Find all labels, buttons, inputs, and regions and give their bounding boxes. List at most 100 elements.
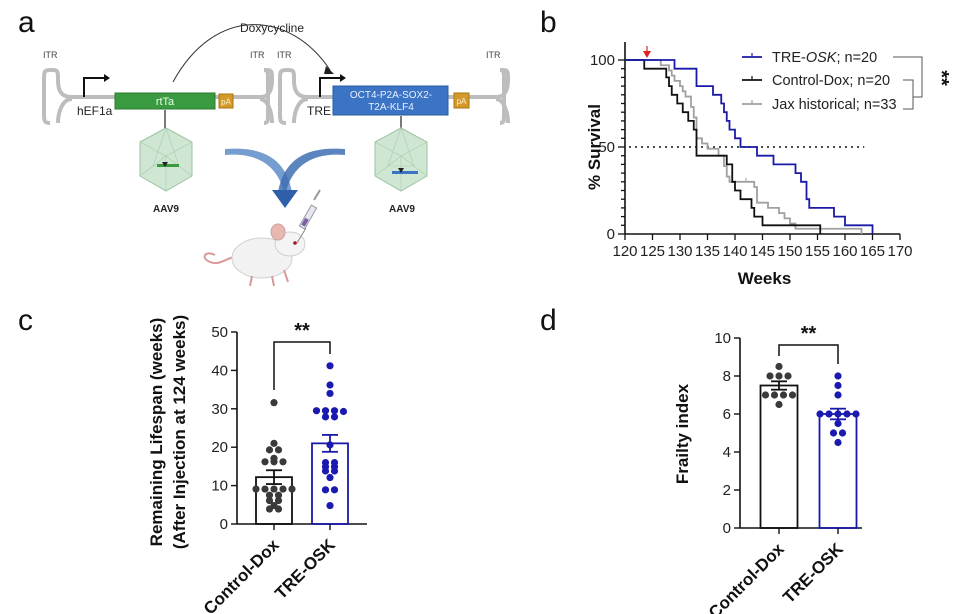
y-tick-label: 100 <box>590 52 615 69</box>
data-point <box>330 486 339 494</box>
legend-label-tre-osk: TRE-OSK; n=20 <box>772 50 877 66</box>
capsid-label-2: AAV9 <box>389 204 415 215</box>
data-point <box>829 429 838 437</box>
promoter-label-hef1a: hEF1a <box>77 104 113 118</box>
data-point <box>326 381 334 389</box>
gene-rtta <box>114 92 216 110</box>
data-point <box>265 491 274 499</box>
data-point <box>775 362 783 371</box>
significance-bracket-outer <box>893 56 923 98</box>
polya-box-2 <box>453 92 470 109</box>
itr-label-right-1: ITR <box>250 50 265 60</box>
data-point <box>779 391 788 399</box>
legend-label-jax-historical: Jax historical; n=33 <box>772 97 897 113</box>
polya-box-1 <box>218 93 234 109</box>
data-point <box>274 496 283 505</box>
y-tick-label: 0 <box>607 226 615 243</box>
data-point <box>312 407 321 415</box>
data-point <box>270 439 278 447</box>
y-tick-label: 6 <box>723 406 731 423</box>
itr-hairpins-2 <box>278 68 506 125</box>
data-point <box>321 458 330 467</box>
y-tick-label: 50 <box>211 324 228 341</box>
data-point <box>270 501 278 510</box>
significance-stars: ** <box>801 323 817 345</box>
legend-label-part-italic: OSK <box>806 50 838 66</box>
survival-curve-tre-osk <box>625 59 874 234</box>
data-point <box>816 410 824 418</box>
gene-label-osk-line1: OCT4-P2A-SOX2- <box>350 90 432 101</box>
x-tick-label: 120 <box>612 243 637 260</box>
data-point <box>270 399 278 407</box>
data-point <box>852 410 860 418</box>
data-point <box>788 391 797 399</box>
x-category-label: Control-Dox <box>200 535 283 614</box>
x-tick-label: 170 <box>887 243 912 260</box>
data-point <box>288 485 296 493</box>
data-point <box>321 407 330 415</box>
x-tick-label: 160 <box>832 243 857 260</box>
panel-letter-b: b <box>540 6 557 39</box>
y-tick-label: 50 <box>598 139 615 156</box>
mini-construct-1 <box>157 164 179 167</box>
data-point <box>265 496 274 505</box>
itr-hairpins-lower-2 <box>292 97 510 124</box>
y-tick-label: 20 <box>211 439 228 456</box>
x-tick-label: 145 <box>750 243 775 260</box>
x-tick-label: 125 <box>640 243 665 260</box>
survival-curve-jax-historical <box>625 59 863 234</box>
data-point <box>775 372 783 380</box>
panel-letter-a: a <box>18 6 35 39</box>
arrowhead-icon <box>340 74 346 82</box>
panel-b-survival-chart: 0 50 100 120 125 130 135 140 145 150 155 160 165 170 W… <box>585 42 952 288</box>
x-category-label: TRE-OSK <box>779 539 847 607</box>
x-tick-label: 140 <box>722 243 747 260</box>
arrowhead-icon <box>162 162 168 167</box>
injection-marker-arrow-icon <box>643 51 651 58</box>
data-point <box>834 419 842 428</box>
y-tick-label: 10 <box>714 330 731 347</box>
capsid-label-1: AAV9 <box>153 204 179 215</box>
polya-label-2: pA <box>457 97 467 106</box>
data-point <box>330 413 339 421</box>
data-point <box>834 391 842 399</box>
promoter-arrow-icon <box>83 77 104 97</box>
syringe-icon <box>296 189 321 244</box>
y-tick-label: 4 <box>723 444 731 461</box>
data-point <box>339 407 348 416</box>
arrowhead-icon <box>398 168 404 173</box>
significance-bracket <box>273 341 331 390</box>
panel-letter-c: c <box>18 304 33 337</box>
promoter-label-tre: TRE <box>307 104 331 118</box>
data-point <box>766 372 774 380</box>
capsid-facets <box>139 127 193 191</box>
data-point <box>326 389 334 398</box>
y-axis-title: % Survival <box>585 104 604 190</box>
x-axis-title: Weeks <box>738 269 792 288</box>
polya-label-1: pA <box>221 98 231 107</box>
y-tick-label: 40 <box>211 362 228 379</box>
significance-bracket <box>778 344 839 364</box>
significance-bracket-inner <box>903 79 914 110</box>
x-tick-label: 135 <box>695 243 720 260</box>
y-axis-title-line2: (After Injection at 124 weeks) <box>170 315 189 549</box>
data-point <box>270 485 278 493</box>
legend-label-control-dox: Control-Dox; n=20 <box>772 73 890 89</box>
itr-label-left-2: ITR <box>277 50 292 60</box>
data-point <box>321 486 330 494</box>
x-category-label: Control-Dox <box>705 539 788 614</box>
y-tick-label: 8 <box>723 368 731 385</box>
data-point <box>265 446 274 454</box>
data-point <box>834 438 842 447</box>
x-tick-label: 150 <box>777 243 802 260</box>
merge-arrow-icon <box>225 148 345 208</box>
data-point <box>330 458 339 467</box>
data-point <box>770 391 779 399</box>
y-tick-label: 10 <box>211 478 228 495</box>
doxycycline-arc <box>172 24 331 83</box>
legend-label-part: TRE- <box>772 50 806 66</box>
data-point <box>761 391 770 399</box>
